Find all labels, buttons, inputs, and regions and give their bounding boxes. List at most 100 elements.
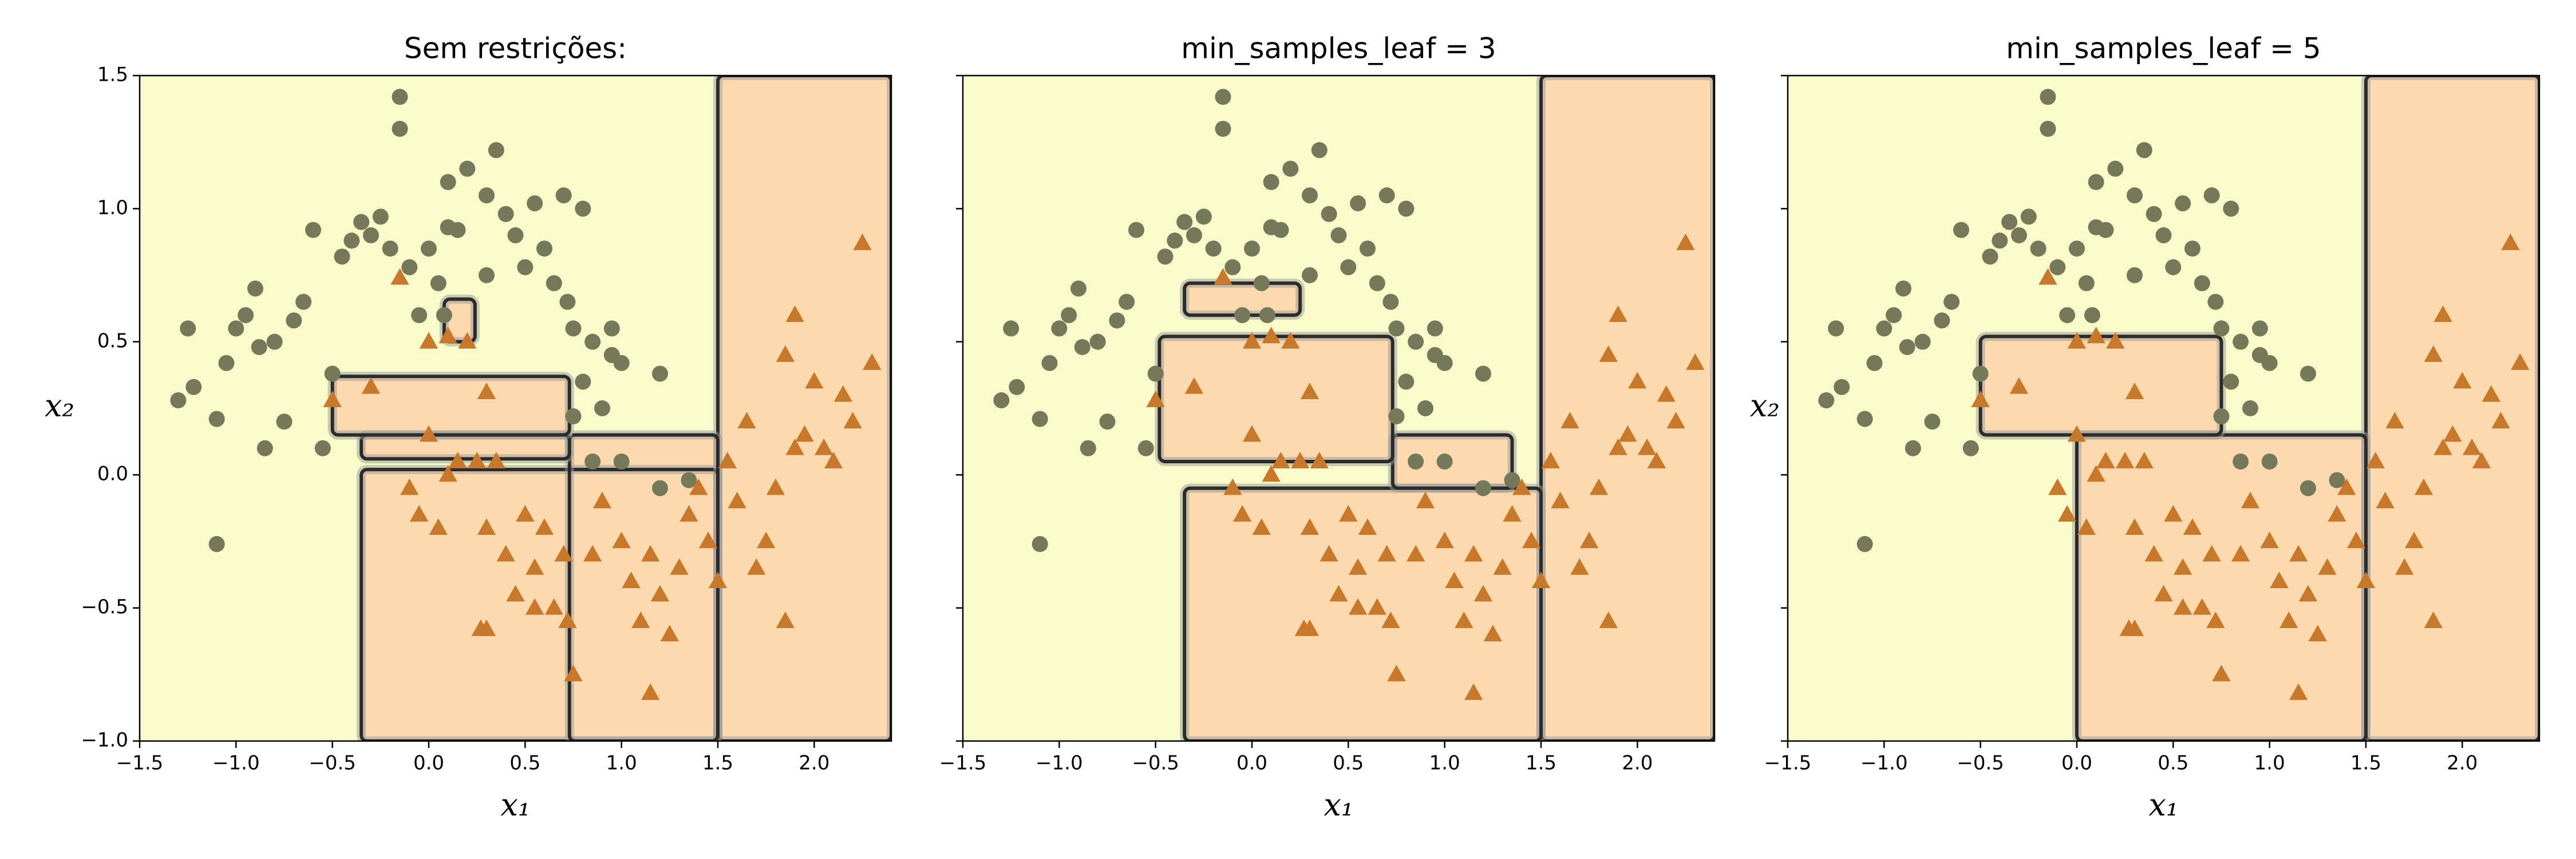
triangle-point [2472, 451, 2491, 468]
triangle-point [1657, 385, 1676, 402]
circle-point [497, 206, 514, 222]
triangle-point [1512, 478, 1531, 495]
circle-point [1137, 440, 1154, 456]
circle-point [2261, 354, 2278, 371]
circle-point [1408, 453, 1424, 470]
triangle-point [2433, 438, 2452, 455]
triangle-point [2174, 558, 2192, 575]
triangle-point [2067, 425, 2087, 442]
triangle-point [1262, 326, 1281, 344]
triangle-point [1291, 451, 1310, 468]
triangle-point [1589, 478, 1609, 495]
triangle-point [2106, 332, 2125, 349]
circle-point [2251, 320, 2268, 337]
circle-point [1302, 187, 1318, 204]
x-axis-label: x₁ [1323, 787, 1353, 823]
y-tick-label: −1.0 [81, 729, 128, 752]
circle-point [372, 208, 389, 225]
triangle-point [1294, 619, 1314, 636]
triangle-point [1551, 491, 1570, 509]
triangle-point [1599, 611, 1618, 628]
circle-point [1205, 241, 1222, 257]
circle-point [1388, 320, 1405, 337]
triangle-point [2125, 518, 2144, 535]
circle-point [1089, 333, 1106, 350]
triangle-point [583, 545, 602, 562]
circle-point [1914, 333, 1931, 350]
triangle-point [2308, 625, 2327, 641]
circle-point [1109, 312, 1125, 329]
circle-point [479, 267, 495, 283]
triangle-point [1381, 611, 1400, 628]
triangle-point [361, 377, 381, 394]
triangle-point [477, 383, 496, 400]
plot-area [963, 76, 1714, 741]
circle-point [1128, 222, 1144, 238]
triangle-point [2424, 345, 2443, 362]
triangle-point [390, 268, 409, 285]
triangle-point [1570, 558, 1589, 575]
circle-point [488, 142, 504, 159]
circle-point [1032, 411, 1048, 427]
triangle-point [1435, 531, 1454, 549]
region [1159, 336, 1393, 462]
triangle-point [689, 478, 708, 495]
circle-point [2127, 267, 2143, 283]
circle-point [208, 536, 225, 553]
triangle-point [1329, 585, 1348, 602]
circle-point [436, 307, 452, 324]
triangle-point [1242, 332, 1262, 349]
circle-point [2069, 241, 2085, 257]
circle-point [652, 480, 668, 497]
circle-point [382, 241, 398, 257]
triangle-point [2087, 326, 2105, 344]
circle-point [1099, 413, 1116, 430]
circle-point [392, 89, 408, 105]
circle-point [1330, 227, 1347, 243]
circle-point [2207, 294, 2224, 310]
circle-point [2223, 200, 2239, 217]
triangle-point [448, 451, 467, 468]
triangle-point [699, 531, 718, 549]
triangle-point [1223, 478, 1242, 495]
triangle-point [660, 625, 679, 641]
circle-point [1866, 354, 1883, 371]
circle-point [2213, 408, 2230, 424]
circle-point [1074, 339, 1091, 356]
circle-point [536, 241, 552, 257]
triangle-point [1676, 233, 1695, 250]
triangle-point [785, 305, 804, 322]
circle-point [2203, 187, 2220, 204]
triangle-point [2119, 619, 2139, 636]
boundary [716, 76, 891, 741]
circle-point [314, 440, 331, 456]
triangle-point [1377, 545, 1396, 562]
triangle-point [564, 664, 583, 681]
triangle-point [2116, 451, 2135, 468]
triangle-point [526, 598, 544, 615]
circle-point [594, 400, 610, 416]
triangle-point [516, 505, 535, 522]
triangle-point [477, 518, 496, 535]
x-tick-label: 0.0 [413, 752, 444, 775]
triangle-point [1686, 353, 1705, 370]
axes-frame [139, 74, 892, 742]
circle-point [2242, 400, 2258, 416]
circle-point [507, 227, 524, 243]
x-axis-label: x₁ [500, 787, 530, 823]
x-tick-label: 2.0 [2447, 752, 2478, 775]
circle-point [1417, 400, 1433, 416]
triangle-point [1146, 391, 1165, 407]
triangle-point [1271, 451, 1290, 468]
circle-point [2088, 174, 2104, 190]
x-tick-label: 0.5 [1333, 752, 1364, 775]
circle-point [1905, 440, 1921, 456]
circle-point [1360, 241, 1376, 257]
triangle-point [526, 558, 544, 575]
circle-point [1398, 373, 1415, 390]
circle-point [1061, 307, 1077, 324]
triangle-point [2231, 545, 2250, 562]
circle-point [334, 249, 350, 265]
triangle-point [670, 558, 689, 575]
circle-point [527, 195, 543, 212]
